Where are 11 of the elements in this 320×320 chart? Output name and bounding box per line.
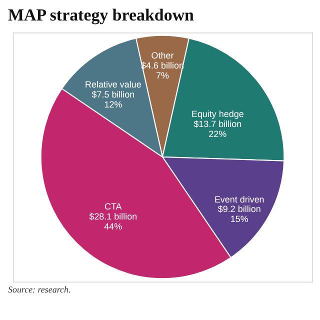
source-note: Source: research. <box>8 284 71 295</box>
slice-label: Relative value <box>85 79 142 90</box>
slice-label: Equity hedge <box>191 109 244 120</box>
slice-label: Event driven <box>214 194 264 204</box>
slice-label: Other <box>151 50 174 60</box>
data-label: $9.2 billion 15% <box>218 204 261 224</box>
data-label: $13.7 billion 22% <box>194 119 242 140</box>
slice-label: CTA <box>104 201 122 212</box>
data-label: $7.5 billion 12% <box>92 89 135 110</box>
data-label: $28.1 billion 44% <box>89 211 138 232</box>
chart-title: MAP strategy breakdown <box>8 5 195 24</box>
